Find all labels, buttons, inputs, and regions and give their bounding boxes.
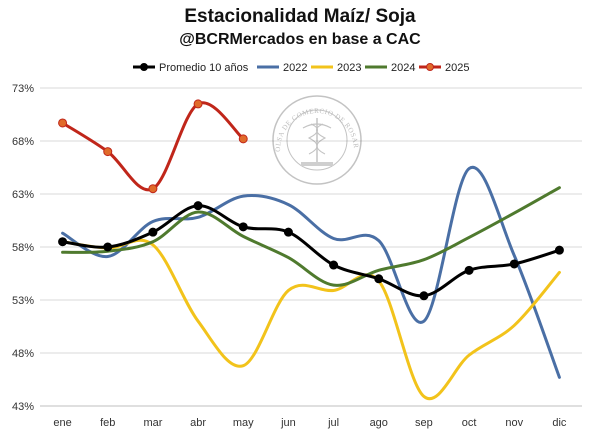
series-line-promedio-10-a-os (61, 204, 561, 298)
y-tick-label: 48% (12, 348, 34, 360)
data-point-promedio-10-a-os (329, 260, 339, 270)
y-tick-label: 73% (12, 83, 34, 95)
data-point-2025 (103, 147, 113, 157)
y-tick-label: 53% (12, 295, 34, 307)
series-line-2024 (61, 186, 561, 287)
legend-marker-2025 (426, 63, 434, 71)
data-point-promedio-10-a-os (238, 222, 248, 232)
svg-text:BOLSA DE COMERCIO DE ROSARIO: BOLSA DE COMERCIO DE ROSARIO (0, 0, 360, 152)
data-point-2025 (58, 118, 68, 128)
y-tick-label: 63% (12, 189, 34, 201)
x-tick-label: abr (190, 417, 206, 429)
data-point-promedio-10-a-os (58, 237, 68, 247)
data-point-promedio-10-a-os (464, 265, 474, 275)
chart-subtitle: @BCRMercados en base a CAC (179, 31, 421, 48)
y-tick-label: 68% (12, 136, 34, 148)
series-line-2023 (61, 238, 561, 401)
x-tick-label: ene (53, 417, 71, 429)
data-point-promedio-10-a-os (283, 227, 293, 237)
data-point-promedio-10-a-os (103, 242, 113, 252)
data-point-2025 (148, 184, 158, 194)
y-tick-label: 58% (12, 242, 34, 254)
x-tick-label: may (233, 417, 254, 429)
x-tick-label: jul (327, 417, 339, 429)
x-tick-label: sep (415, 417, 433, 429)
x-tick-label: oct (462, 417, 477, 429)
series-line-2022 (61, 165, 561, 379)
data-point-2025 (193, 99, 203, 109)
legend-label-2022: 2022 (283, 62, 307, 74)
watermark-seal: BOLSA DE COMERCIO DE ROSARIO (0, 0, 362, 185)
data-point-promedio-10-a-os (509, 259, 519, 269)
legend-marker-promedio-10-a-os (140, 63, 148, 71)
series-line-2025 (61, 101, 245, 192)
legend-label-2023: 2023 (337, 62, 361, 74)
x-tick-label: jun (280, 417, 296, 429)
data-point-2025 (238, 134, 248, 144)
data-point-promedio-10-a-os (554, 245, 564, 255)
x-tick-label: dic (552, 417, 567, 429)
x-tick-label: nov (505, 417, 523, 429)
data-point-promedio-10-a-os (193, 201, 203, 211)
x-tick-label: mar (143, 417, 162, 429)
chart-title: Estacionalidad Maíz/ Soja (184, 6, 416, 27)
data-point-promedio-10-a-os (419, 291, 429, 301)
legend-label-2025: 2025 (445, 62, 469, 74)
legend-label-promedio-10-a-os: Promedio 10 años (159, 62, 249, 74)
x-tick-label: feb (100, 417, 115, 429)
y-tick-label: 43% (12, 401, 34, 413)
legend-label-2024: 2024 (391, 62, 415, 74)
x-tick-label: ago (370, 417, 388, 429)
data-point-promedio-10-a-os (374, 274, 384, 284)
data-point-promedio-10-a-os (148, 227, 158, 237)
